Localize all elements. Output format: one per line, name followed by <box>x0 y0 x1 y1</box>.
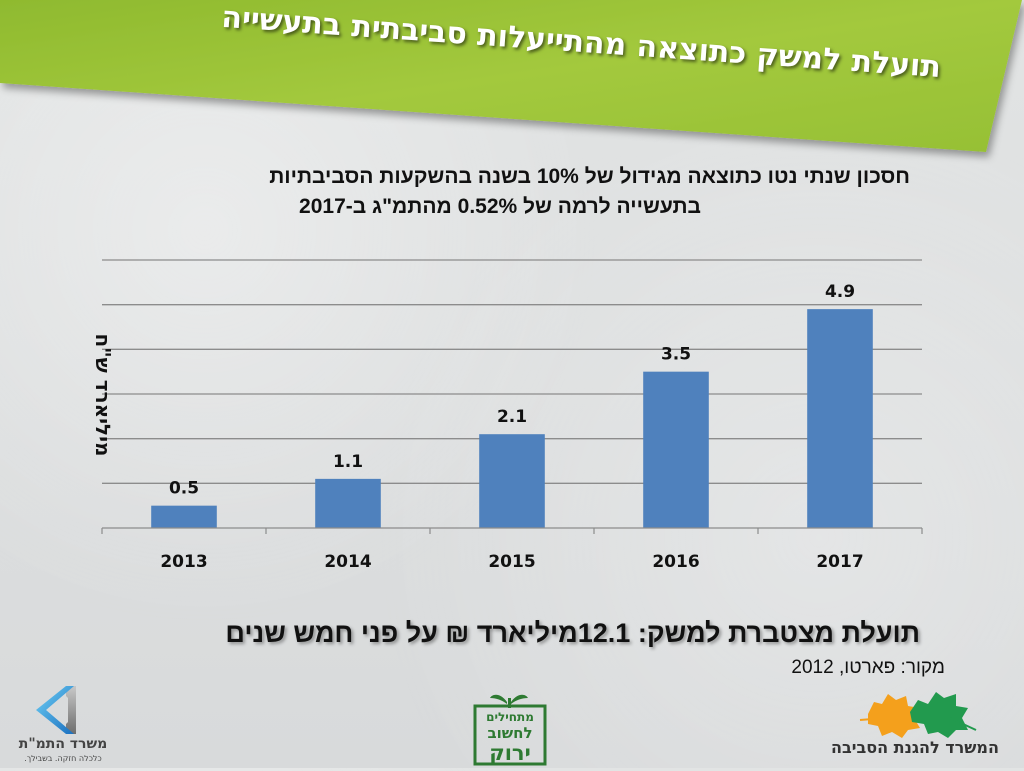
x-tick-label-2016: 2016 <box>652 552 699 572</box>
think-green-icon: מתחילים לחשוב ירוק <box>473 694 547 766</box>
tamat-logo: משרד התמ"ת כלכלה חזקה. בשבילך. <box>8 684 118 768</box>
bar-2014 <box>315 478 381 528</box>
svg-text:לחשוב: לחשוב <box>487 724 532 742</box>
data-label-2016: 3.5 <box>661 345 691 365</box>
svg-text:מתחילים: מתחילים <box>486 710 534 724</box>
data-label-2017: 4.9 <box>825 282 855 302</box>
y-axis-label: מיליארד ש"ח <box>91 333 115 457</box>
leaves-icon <box>859 692 977 738</box>
svg-text:ירוק: ירוק <box>489 741 531 765</box>
x-tick-label-2013: 2013 <box>160 552 207 572</box>
bar-chart: 0.5 1.1 2.1 3.5 4.9 2013 2014 2015 2016 2017 <box>101 259 923 572</box>
bar-2017 <box>807 309 873 528</box>
x-tick-label-2014: 2014 <box>324 552 371 572</box>
environment-ministry-name: המשרד להגנת הסביבה <box>831 738 999 757</box>
data-labels: 0.5 1.1 2.1 3.5 4.9 <box>169 282 855 499</box>
chart-title-line-2: בתעשייה לרמה של 0.52% מהתמ"ג ב-2017 <box>299 195 701 218</box>
data-label-2015: 2.1 <box>497 407 527 427</box>
triangle-logo-icon <box>36 686 76 734</box>
bar-2013 <box>151 505 217 528</box>
x-axis <box>101 527 923 534</box>
title-banner <box>0 0 1022 152</box>
x-tick-label-2017: 2017 <box>816 552 863 572</box>
data-label-2013: 0.5 <box>169 479 199 499</box>
data-label-2014: 1.1 <box>333 452 363 472</box>
chart-title-line-1: חסכון שנתי נטו כתוצאה מגידול של 10% בשנה… <box>269 165 910 188</box>
summary-text: תועלת מצטברת למשק: 12.1מיליארד ₪ על פני … <box>225 618 920 648</box>
chart-title: חסכון שנתי נטו כתוצאה מגידול של 10% בשנה… <box>90 162 910 222</box>
gridlines <box>102 259 922 484</box>
x-tick-labels: 2013 2014 2015 2016 2017 <box>160 552 863 572</box>
think-green-logo: מתחילים לחשוב ירוק <box>470 688 550 766</box>
bar-2016 <box>643 371 709 528</box>
environment-ministry-logo: המשרד להגנת הסביבה <box>810 690 1024 768</box>
banner-shape <box>0 0 1022 152</box>
x-tick-label-2015: 2015 <box>488 552 535 572</box>
tamat-tagline: כלכלה חזקה. בשבילך. <box>24 754 102 763</box>
tamat-name: משרד התמ"ת <box>18 736 108 752</box>
bars <box>151 309 873 528</box>
source-text: מקור: פארטו, 2012 <box>791 657 945 678</box>
bar-2015 <box>479 434 545 528</box>
